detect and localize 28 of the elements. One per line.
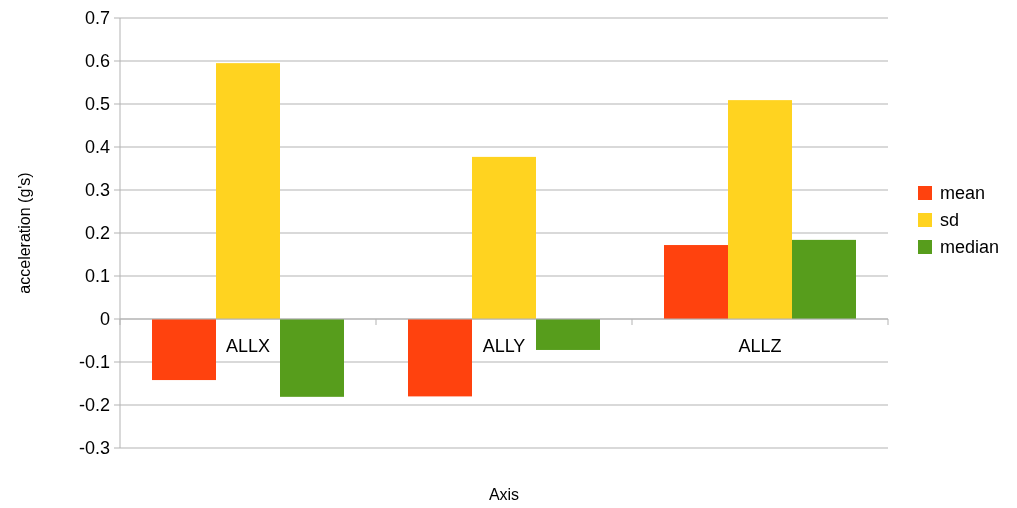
bar [792,239,856,319]
x-tick-label: ALLZ [738,336,782,356]
x-tick-label: ALLX [225,336,271,356]
y-tick-label: 0.2 [84,223,110,244]
x-axis-title: Axis [488,486,520,503]
legend-label: sd [940,210,960,231]
y-tick-label: -0.3 [78,438,110,459]
legend-label: median [940,237,1000,258]
bar [472,156,536,319]
y-tick-label: 0.7 [84,8,110,29]
y-tick-label: -0.2 [78,395,110,416]
y-tick-label: 0.1 [84,266,110,287]
y-tick-label: 0.4 [84,137,110,158]
bar [408,319,472,397]
bar [536,319,600,350]
x-tick-label: ALLY [482,336,526,356]
y-tick-label: 0.5 [84,94,110,115]
bar [280,319,344,397]
bar [216,63,280,319]
bar [728,100,792,319]
y-tick-label: 0.6 [84,51,110,72]
y-tick-label: 0.3 [84,180,110,201]
legend-label: mean [940,183,986,204]
bar [664,245,728,319]
y-tick-label: 0 [99,309,110,330]
y-tick-label: -0.1 [78,352,110,373]
y-axis-title: acceleration (g's) [16,172,33,294]
bar [152,319,216,381]
